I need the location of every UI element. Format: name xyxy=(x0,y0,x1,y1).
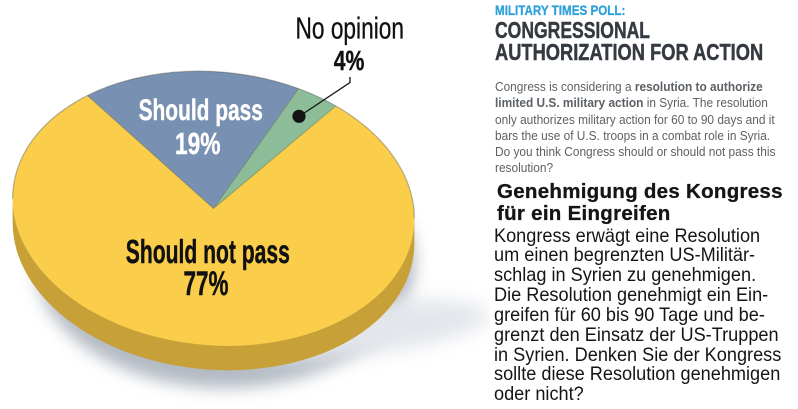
svg-text:No opinion: No opinion xyxy=(296,10,405,45)
svg-text:Should not pass: Should not pass xyxy=(126,233,290,270)
svg-text:19%: 19% xyxy=(175,126,221,161)
svg-text:Should pass: Should pass xyxy=(139,94,263,127)
svg-text:4%: 4% xyxy=(334,45,365,76)
svg-text:77%: 77% xyxy=(184,265,229,303)
